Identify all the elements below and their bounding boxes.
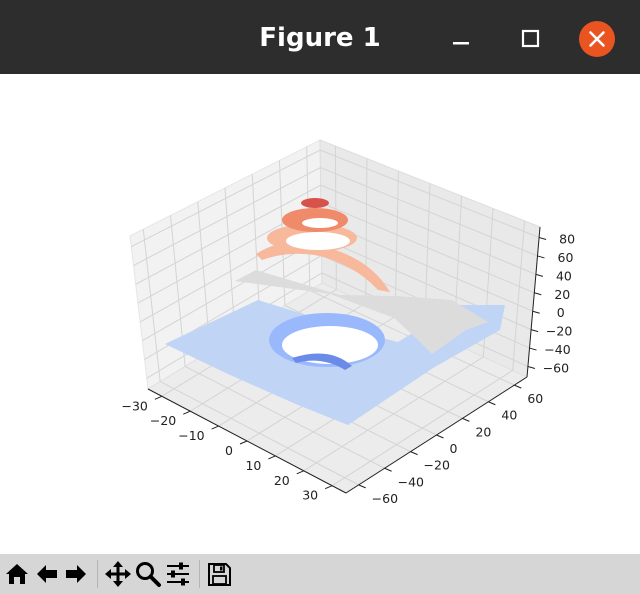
y-tick-label: −20 bbox=[424, 458, 450, 473]
x-tick-label: −30 bbox=[121, 398, 147, 413]
z-tick-label: 40 bbox=[556, 268, 572, 283]
x-tick-label: −20 bbox=[150, 413, 176, 428]
save-button[interactable] bbox=[205, 560, 233, 588]
y-tick-label: −40 bbox=[398, 474, 424, 489]
configure-subplots-button[interactable] bbox=[164, 560, 192, 588]
y-tick-mark bbox=[358, 484, 366, 489]
back-button[interactable] bbox=[33, 560, 61, 588]
z-tick-label: −20 bbox=[546, 324, 572, 339]
z-tick-mark bbox=[535, 273, 544, 277]
move-icon bbox=[105, 561, 131, 587]
x-tick-mark bbox=[183, 410, 191, 415]
x-axis-line bbox=[147, 388, 347, 494]
forward-arrow-icon bbox=[66, 565, 86, 583]
y-tick-label: 20 bbox=[475, 424, 491, 439]
save-icon bbox=[208, 563, 231, 586]
z-tick-mark bbox=[527, 366, 536, 369]
title-bar: Figure 1 bbox=[0, 0, 640, 74]
y-tick-label: −60 bbox=[372, 491, 398, 506]
z-tick-mark bbox=[538, 237, 547, 240]
x-axis: −30−20−10 0 10 20 30 bbox=[121, 388, 347, 503]
y-axis: −60−40−200 20 40 60 bbox=[345, 376, 543, 506]
x-tick-label: 20 bbox=[274, 473, 290, 488]
x-tick-label: 0 bbox=[225, 443, 233, 458]
contour-hole-40 bbox=[302, 218, 338, 228]
home-button[interactable] bbox=[3, 560, 31, 588]
maximize-icon[interactable] bbox=[511, 20, 549, 58]
y-tick-mark bbox=[410, 451, 418, 456]
figure-canvas[interactable]: −30 −20 −10 0 10 20 30 −60 −40 −20 0 20 40 60 −60 −40… bbox=[0, 74, 640, 554]
z-tick-label: −40 bbox=[544, 342, 570, 357]
minimize-icon[interactable] bbox=[442, 20, 480, 58]
navigation-toolbar bbox=[0, 554, 640, 594]
contour-level-20 bbox=[256, 241, 390, 292]
close-icon[interactable] bbox=[578, 20, 616, 58]
forward-button[interactable] bbox=[62, 560, 90, 588]
x-tick-label: −10 bbox=[178, 428, 204, 443]
x-tick-label: 30 bbox=[302, 488, 318, 503]
toolbar-separator bbox=[97, 560, 98, 588]
contour-level-minus60 bbox=[292, 353, 352, 370]
back-arrow-icon bbox=[37, 565, 57, 583]
z-tick-mark bbox=[530, 329, 539, 333]
contour-level-0 bbox=[235, 270, 488, 354]
window-title: Figure 1 bbox=[259, 23, 381, 53]
z-axis: −60 −40 −20 0 20 40 60 80 bbox=[526, 226, 575, 378]
y-tick-mark bbox=[514, 384, 522, 389]
x-tick-mark bbox=[268, 455, 276, 460]
y-tick-mark bbox=[436, 434, 444, 439]
toolbar-separator bbox=[199, 560, 200, 588]
contour-surfaces bbox=[165, 198, 505, 425]
zoom-icon bbox=[136, 562, 161, 587]
y-tick-label: 0 bbox=[450, 441, 458, 456]
z-tick-mark bbox=[537, 255, 545, 259]
x-tick-label: 10 bbox=[245, 458, 261, 473]
y-tick-mark bbox=[488, 401, 496, 406]
home-icon bbox=[6, 564, 28, 584]
sliders-icon bbox=[167, 562, 189, 586]
z-tick-mark bbox=[529, 347, 537, 351]
y-tick-mark bbox=[462, 417, 470, 422]
y-tick-label: 40 bbox=[501, 408, 517, 423]
contour-hole-minus40 bbox=[282, 326, 378, 364]
contour-hole-20 bbox=[286, 232, 350, 250]
y-tick-label: 60 bbox=[527, 391, 543, 406]
z-tick-label: 0 bbox=[557, 305, 565, 320]
zoom-button[interactable] bbox=[134, 560, 162, 588]
z-tick-label: 20 bbox=[554, 287, 570, 302]
x-tick-mark bbox=[154, 395, 163, 400]
y-tick-mark bbox=[384, 467, 392, 472]
z-tick-mark bbox=[532, 310, 540, 314]
z-tick-label: −60 bbox=[543, 361, 569, 376]
x-tick-mark bbox=[296, 470, 304, 475]
y-axis-line bbox=[345, 376, 528, 494]
z-tick-mark bbox=[534, 292, 542, 296]
z-axis-line bbox=[526, 226, 541, 378]
z-tick-label: 60 bbox=[558, 250, 574, 265]
x-tick-mark bbox=[324, 485, 333, 490]
pan-button[interactable] bbox=[104, 560, 132, 588]
contour-level-60 bbox=[301, 198, 329, 208]
z-tick-label: 80 bbox=[559, 232, 575, 247]
x-tick-mark bbox=[211, 425, 219, 430]
x-tick-mark bbox=[239, 440, 248, 445]
